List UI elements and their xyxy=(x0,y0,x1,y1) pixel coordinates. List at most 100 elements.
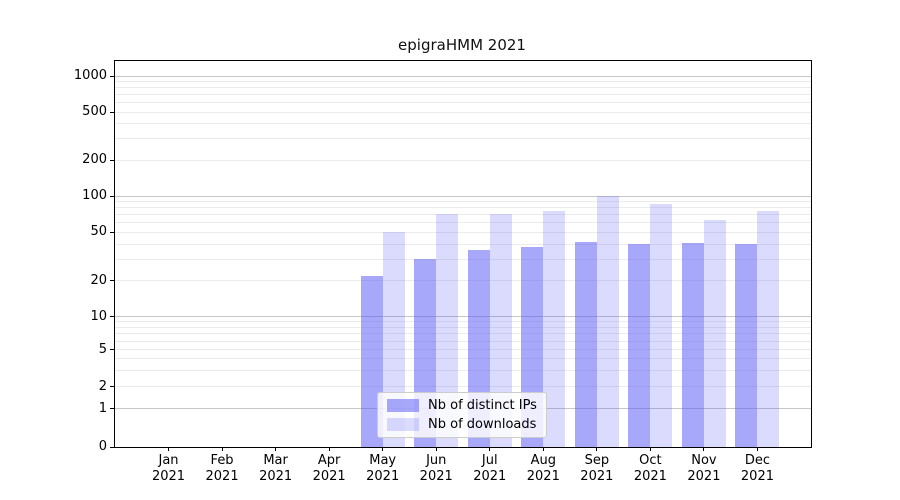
gridline-minor xyxy=(115,214,811,216)
gridline-minor xyxy=(115,81,811,83)
x-label-year: 2021 xyxy=(526,469,560,484)
x-axis-tick-label: Oct 2021 xyxy=(622,453,678,485)
x-label-month: Apr xyxy=(317,453,341,468)
gridline-major xyxy=(115,316,811,318)
legend-swatch xyxy=(387,418,419,431)
x-axis-tick-label: Jun 2021 xyxy=(408,453,464,485)
gridline-minor xyxy=(115,94,811,96)
y-axis-tick-label: 100 xyxy=(82,188,107,204)
x-axis-tick-label: Nov 2021 xyxy=(676,453,732,485)
x-label-month: Nov xyxy=(691,453,717,468)
gridline-minor xyxy=(115,340,811,342)
x-axis-tick-label: Dec 2021 xyxy=(729,453,785,485)
x-label-year: 2021 xyxy=(687,469,721,484)
y-axis-tick xyxy=(110,231,115,233)
plot-area: 0 1 2 5 10 20 50 100 200 500 1000 Jan 2021 Feb 2021 Mar… xyxy=(74,60,812,484)
gridline-minor xyxy=(115,138,811,140)
gridline-minor xyxy=(115,258,811,260)
gridline-minor xyxy=(115,102,811,104)
legend-label: Nb of downloads xyxy=(428,417,537,432)
x-axis-tick-label: Mar 2021 xyxy=(248,453,304,485)
legend: Nb of distinct IPs Nb of downloads xyxy=(377,392,547,438)
y-axis-tick-label: 1 xyxy=(98,400,107,416)
y-axis-tick-label: 2 xyxy=(98,378,107,394)
y-axis-tick xyxy=(110,111,115,113)
gridline-minor xyxy=(115,222,811,224)
x-label-month: Mar xyxy=(263,453,288,468)
x-axis-tick xyxy=(756,447,758,451)
x-axis-tick xyxy=(542,447,544,451)
x-label-year: 2021 xyxy=(740,469,774,484)
gridline-minor xyxy=(115,321,811,323)
chart-title: epigraHMM 2021 xyxy=(398,36,526,54)
gridline-major xyxy=(115,195,811,197)
gridline-minor xyxy=(115,349,811,351)
gridline-minor xyxy=(115,326,811,328)
gridline-major xyxy=(115,75,811,77)
x-axis-tick xyxy=(649,447,651,451)
x-axis-tick-label: Aug 2021 xyxy=(515,453,571,485)
gridline-minor xyxy=(115,159,811,161)
gridline-minor xyxy=(115,123,811,125)
x-label-year: 2021 xyxy=(633,469,667,484)
gridline-minor xyxy=(115,369,811,371)
gridline-minor xyxy=(115,280,811,282)
y-axis-tick xyxy=(110,316,115,318)
y-axis-tick-label: 1000 xyxy=(73,68,107,84)
y-axis-tick xyxy=(110,386,115,388)
y-axis-tick-label: 5 xyxy=(98,341,107,357)
bar-downloads-jun xyxy=(436,214,459,447)
x-label-year: 2021 xyxy=(419,469,453,484)
x-label-month: Aug xyxy=(530,453,556,468)
y-axis-tick xyxy=(110,349,115,351)
x-axis-tick xyxy=(221,447,223,451)
y-axis-tick-label: 50 xyxy=(90,224,107,240)
x-label-month: Oct xyxy=(639,453,662,468)
y-axis-tick xyxy=(110,280,115,282)
x-label-year: 2021 xyxy=(473,469,507,484)
bar-downloads-dec xyxy=(757,211,780,447)
y-axis-tick-label: 200 xyxy=(82,152,107,168)
x-label-year: 2021 xyxy=(312,469,346,484)
y-axis-tick xyxy=(110,408,115,410)
x-label-month: Dec xyxy=(744,453,771,468)
legend-entry-downloads: Nb of downloads xyxy=(387,417,537,432)
gridline-minor xyxy=(115,207,811,209)
x-axis-tick xyxy=(435,447,437,451)
x-label-month: Feb xyxy=(210,453,234,468)
bar-downloads-oct xyxy=(650,204,673,447)
x-label-month: May xyxy=(369,453,397,468)
x-axis-tick xyxy=(596,447,598,451)
bar-downloads-aug xyxy=(543,210,566,447)
x-label-month: Sep xyxy=(584,453,610,468)
x-axis-tick-label: Feb 2021 xyxy=(194,453,250,485)
y-axis-tick-label: 500 xyxy=(82,104,107,120)
x-axis-tick xyxy=(275,447,277,451)
x-label-month: Jan xyxy=(158,453,179,468)
x-axis-tick xyxy=(382,447,384,451)
x-label-month: Jun xyxy=(426,453,447,468)
y-axis-tick xyxy=(110,195,115,197)
x-label-month: Jul xyxy=(481,453,498,468)
gridline-minor xyxy=(115,386,811,388)
bar-downloads-sep xyxy=(596,196,619,447)
x-axis-tick-label: Jan 2021 xyxy=(141,453,197,485)
legend-swatch xyxy=(387,399,419,412)
gridline-minor xyxy=(115,231,811,233)
x-label-year: 2021 xyxy=(259,469,293,484)
gridline-minor xyxy=(115,111,811,113)
gridline-minor xyxy=(115,201,811,203)
bar-ips-dec xyxy=(735,244,758,447)
x-label-year: 2021 xyxy=(205,469,239,484)
x-label-year: 2021 xyxy=(151,469,186,484)
y-axis-tick xyxy=(110,159,115,161)
legend-label: Nb of distinct IPs xyxy=(428,398,537,413)
x-axis-tick xyxy=(328,447,330,451)
x-axis-tick-label: Sep 2021 xyxy=(569,453,625,485)
gridline-minor xyxy=(115,358,811,360)
bar-downloads-jul xyxy=(489,214,512,447)
bar-ips-sep xyxy=(574,241,597,447)
bar-ips-oct xyxy=(628,244,651,447)
x-axis-tick-label: Apr 2021 xyxy=(301,453,357,485)
